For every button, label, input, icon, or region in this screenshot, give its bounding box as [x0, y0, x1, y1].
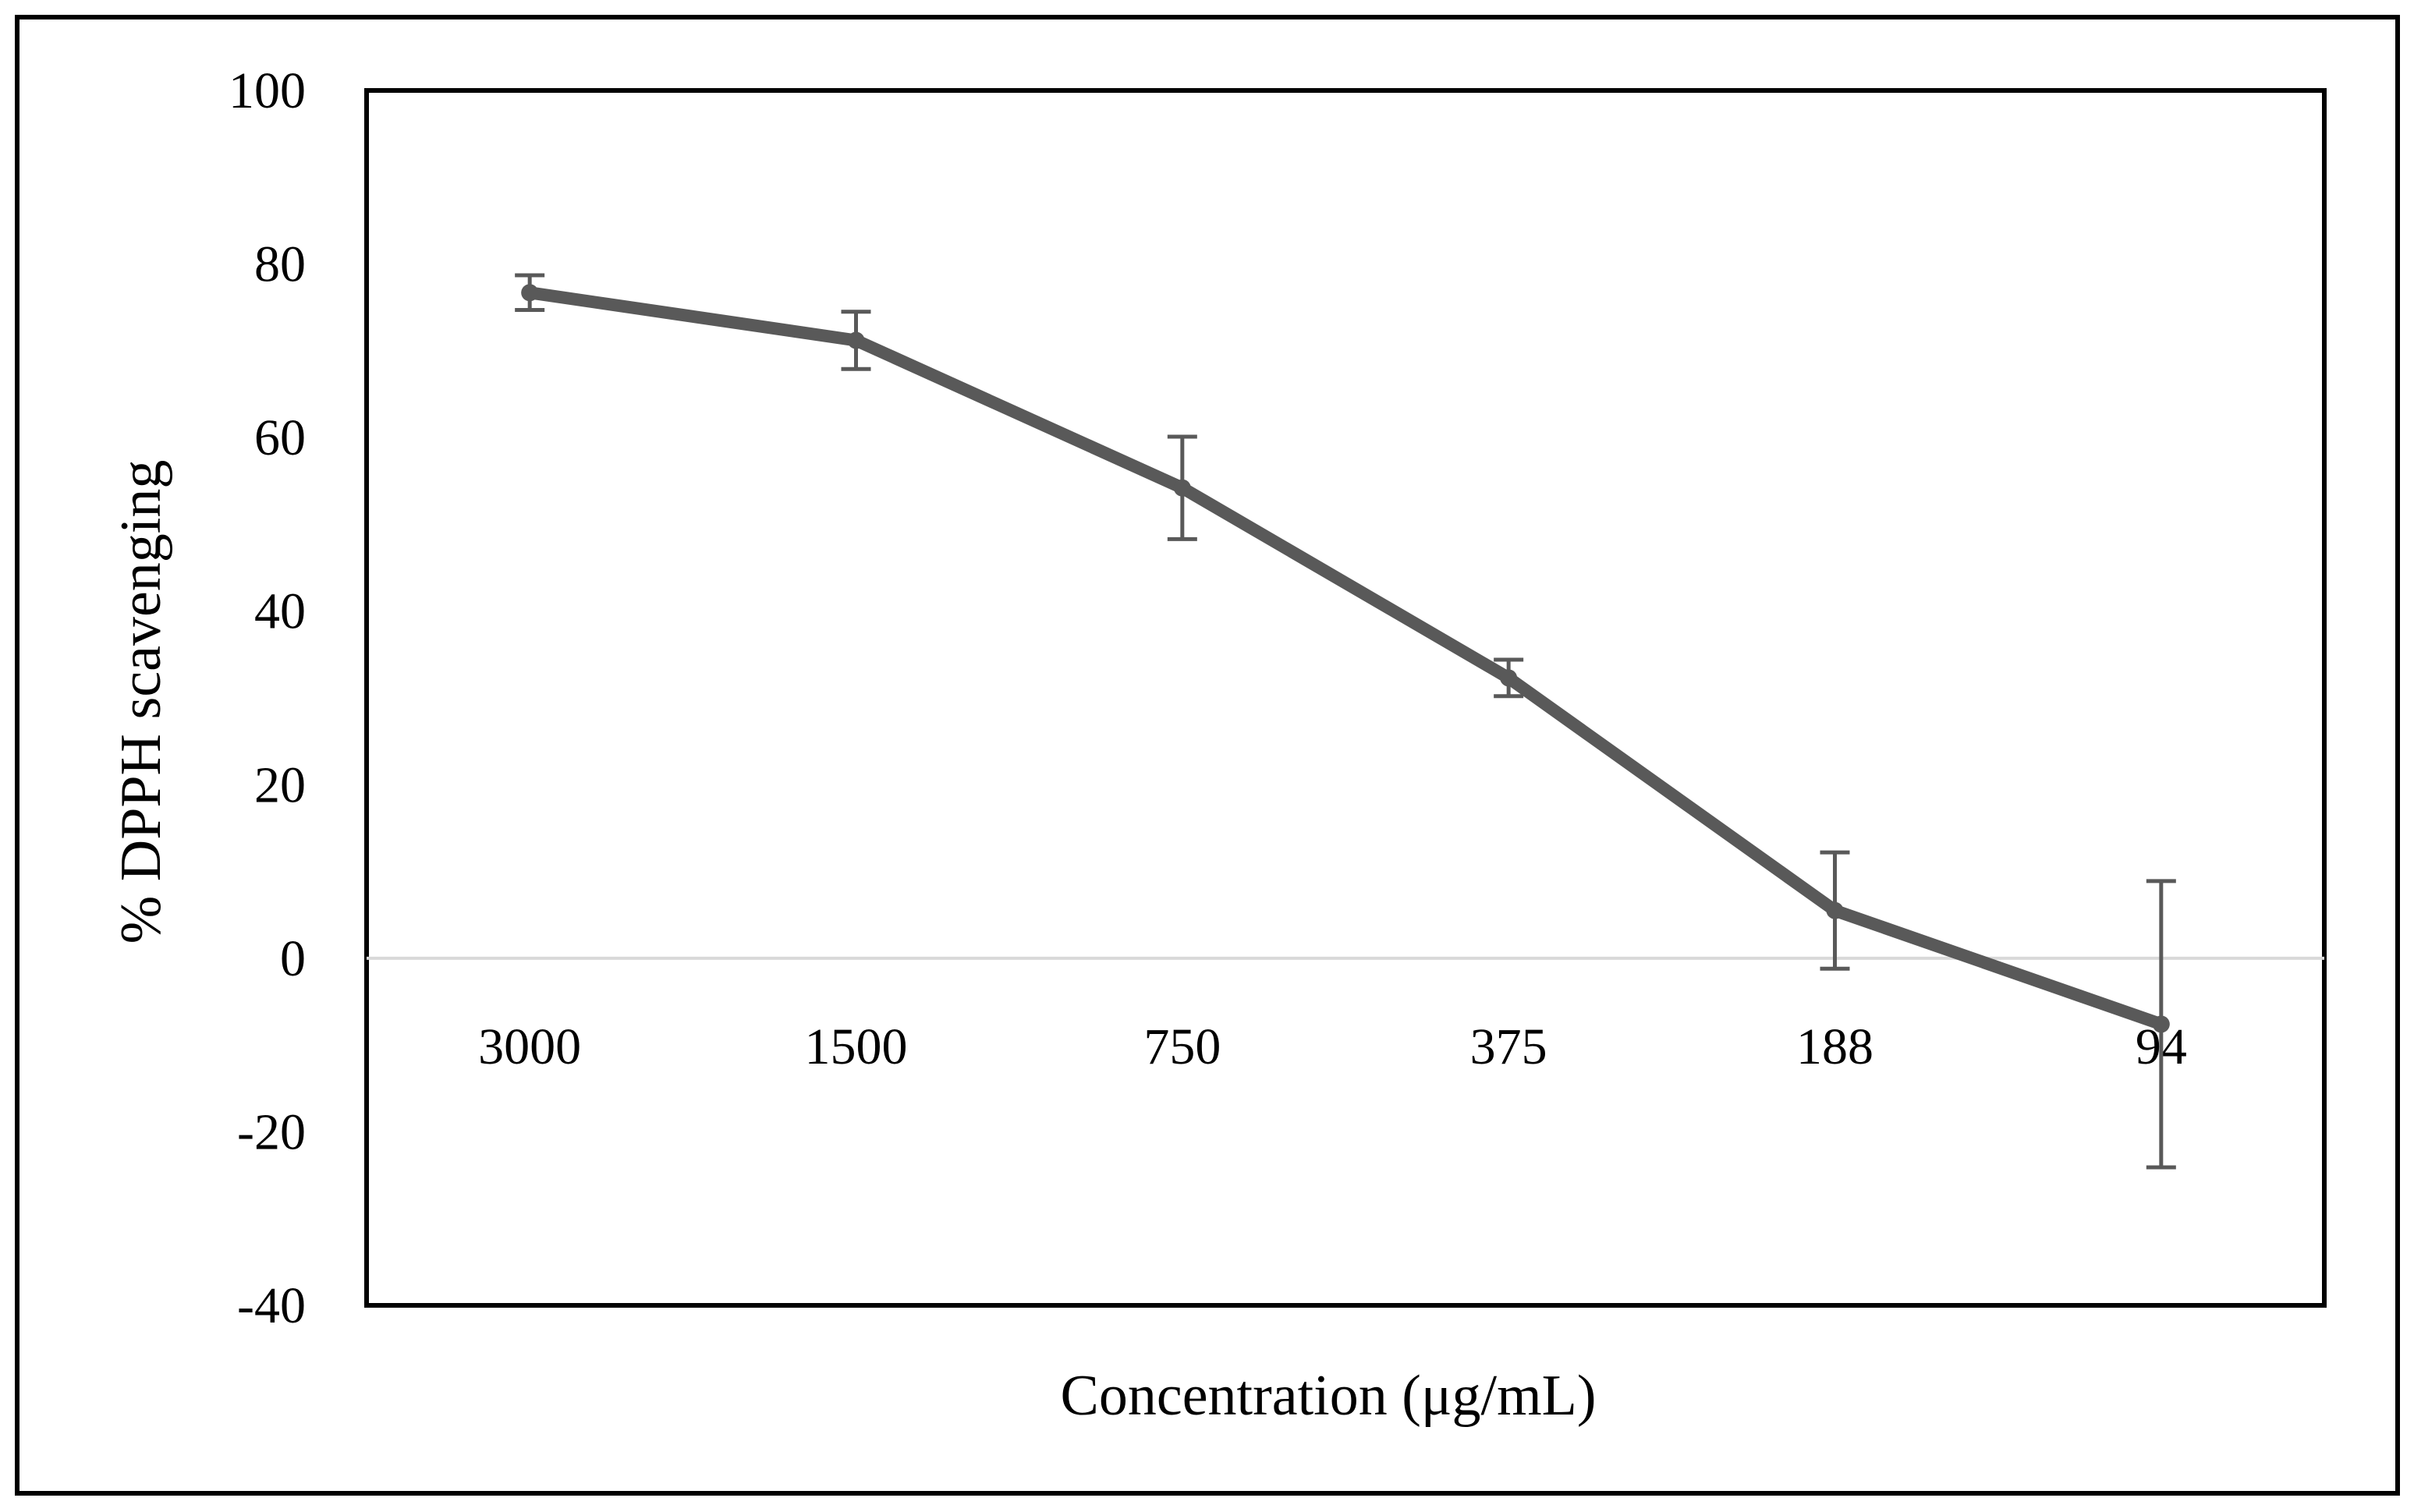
- y-tick-label: 80: [254, 236, 306, 293]
- x-axis-title: Concentration (μg/mL): [1061, 1364, 1597, 1428]
- y-tick-label: 40: [254, 583, 306, 640]
- data-point: [847, 331, 865, 349]
- y-tick-label: 60: [254, 409, 306, 466]
- x-tick-label: 750: [1143, 1018, 1221, 1075]
- y-axis-title: % DPPH scavenging: [109, 460, 173, 944]
- y-tick-label: 0: [280, 930, 306, 987]
- x-tick-label: 1500: [805, 1018, 908, 1075]
- y-tick-label: -40: [237, 1277, 306, 1334]
- x-axis-tick-labels: 3000 1500 750 375 188 94: [478, 1018, 2187, 1075]
- plot-area-frame: [364, 88, 2327, 1308]
- data-points: [521, 284, 2170, 1033]
- data-point: [1500, 669, 1518, 687]
- y-tick-label: -20: [237, 1103, 306, 1160]
- series-line: [523, 286, 2168, 1031]
- data-point: [521, 284, 539, 302]
- x-tick-label: 375: [1470, 1018, 1547, 1075]
- y-tick-label: 20: [254, 756, 306, 813]
- x-tick-label: 3000: [478, 1018, 581, 1075]
- data-point: [1173, 479, 1191, 497]
- y-tick-label: 100: [229, 62, 306, 119]
- data-point: [2152, 1015, 2170, 1033]
- data-point: [1826, 901, 1844, 919]
- x-tick-label: 188: [1796, 1018, 1873, 1075]
- y-axis-tick-labels: 100 80 60 40 20 0 -20 -40: [229, 62, 306, 1334]
- figure-outer-frame: [15, 15, 2400, 1496]
